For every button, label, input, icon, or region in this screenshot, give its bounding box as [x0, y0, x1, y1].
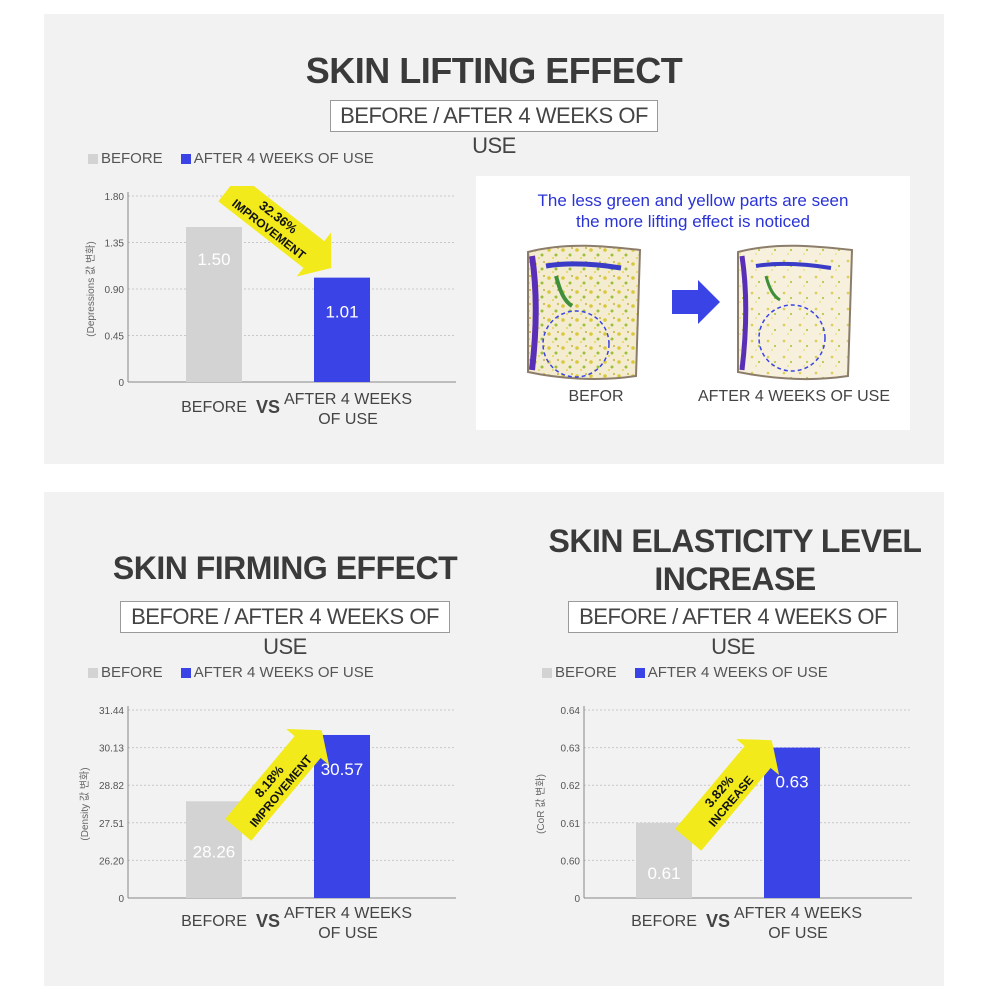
bar-after [764, 747, 820, 898]
firming-legend: BEFORE AFTER 4 WEEKS OF USE [88, 664, 392, 681]
bar-after [314, 734, 370, 898]
arrow-shape [675, 739, 780, 851]
bar-before [636, 822, 692, 898]
before-scan-image [527, 244, 642, 380]
y-axis-label: (Density 값 변화) [79, 767, 91, 840]
legend-before-swatch [542, 667, 552, 678]
y-tick-label: 0.61 [561, 819, 581, 830]
bar-after-value-label: 30.57 [321, 760, 364, 779]
vs-label: VS [256, 397, 280, 417]
y-tick-label: 26.20 [99, 856, 124, 867]
arrow-shape [218, 186, 332, 277]
bar-after-value-label: 1.01 [325, 303, 358, 322]
x-category-after-line1: AFTER 4 WEEKS [284, 391, 412, 408]
legend-after-swatch [180, 153, 191, 164]
vs-label: VS [706, 911, 730, 931]
y-tick-label: 0.90 [105, 285, 125, 296]
lifting-photo-comparison: The less green and yellow parts are seen… [476, 176, 910, 430]
y-tick-label: 1.35 [105, 239, 125, 250]
y-tick-label: 0 [574, 894, 580, 905]
y-tick-label: 31.44 [99, 706, 124, 717]
legend-before-label: BEFORE [101, 150, 163, 167]
y-tick-label: 1.80 [105, 192, 125, 203]
elasticity-legend: BEFORE AFTER 4 WEEKS OF USE [542, 664, 846, 681]
x-category-before: BEFORE [631, 913, 697, 930]
skin-scan-images [527, 244, 854, 380]
firming-subtitle: BEFORE / AFTER 4 WEEKS OF USE [120, 601, 450, 659]
after-image-label: AFTER 4 WEEKS OF USE [697, 388, 891, 405]
elasticity-chart: (CoR 값 변화)00.600.610.620.630.640.610.633… [535, 706, 912, 942]
bar-before [186, 227, 242, 382]
lifting-subtitle: BEFORE / AFTER 4 WEEKS OF USE [330, 100, 658, 158]
elasticity-title-line1: SKIN ELASTICITY LEVEL [548, 523, 922, 559]
legend-before-label: BEFORE [555, 664, 617, 681]
x-category-after-line2: OF USE [318, 411, 378, 428]
firming-title: SKIN FIRMING EFFECT [112, 550, 458, 586]
lifting-title: SKIN LIFTING EFFECT [305, 50, 683, 91]
y-tick-label: 27.51 [99, 819, 124, 830]
elasticity-subtitle: BEFORE / AFTER 4 WEEKS OF USE [568, 601, 898, 659]
y-tick-label: 0.63 [561, 744, 581, 755]
y-tick-label: 0.62 [561, 781, 581, 792]
right-arrow-icon [672, 280, 720, 324]
y-tick-label: 30.13 [99, 744, 124, 755]
x-category-after-line1: AFTER 4 WEEKS [284, 905, 412, 922]
firming-elasticity-panel [44, 492, 944, 986]
arrow-shape [225, 729, 330, 841]
after-scan-image [737, 244, 854, 380]
elasticity-title: SKIN ELASTICITY LEVEL INCREASE [540, 522, 930, 598]
legend-after-swatch [634, 667, 645, 678]
bar-before-value-label: 28.26 [193, 842, 236, 861]
y-tick-label: 0.45 [105, 332, 125, 343]
y-tick-label: 0 [118, 378, 124, 389]
y-tick-label: 0.60 [561, 856, 581, 867]
y-tick-label: 0.64 [561, 706, 581, 717]
vs-label: VS [256, 911, 280, 931]
x-category-after-line2: OF USE [318, 925, 378, 942]
elasticity-title-line2: INCREASE [654, 561, 816, 597]
lifting-legend: BEFORE AFTER 4 WEEKS OF USE [88, 150, 392, 167]
legend-after-label: AFTER 4 WEEKS OF USE [193, 150, 374, 167]
x-category-before: BEFORE [181, 913, 247, 930]
x-category-before: BEFORE [181, 399, 247, 416]
legend-before-swatch [88, 153, 98, 164]
lifting-chart: (Depressions 값 변화) 0 0.45 0.90 1.35 1.80 1.50 1… [85, 186, 456, 428]
legend-before-swatch [88, 667, 98, 678]
bar-before-value-label: 0.61 [647, 864, 680, 883]
bar-before-value-label: 1.50 [197, 250, 230, 269]
y-axis-label: (Depressions 값 변화) [85, 241, 97, 336]
x-category-after-line2: OF USE [768, 925, 828, 942]
firming-chart: (Density 값 변화) 0 26.20 27.51 28.82 30.13 31.44… [79, 706, 456, 942]
y-axis-label: (CoR 값 변화) [535, 774, 547, 834]
bar-after [314, 277, 370, 382]
legend-before-label: BEFORE [101, 664, 163, 681]
photo-caption-line1: The less green and yellow parts are seen [537, 191, 849, 210]
photo-caption-line2: the more lifting effect is noticed [575, 212, 811, 231]
before-image-label: BEFOR [568, 388, 624, 405]
x-category-after-line1: AFTER 4 WEEKS [734, 905, 862, 922]
y-tick-label: 28.82 [99, 781, 124, 792]
legend-after-label: AFTER 4 WEEKS OF USE [193, 664, 374, 681]
photo-caption: The less green and yellow parts are seen… [476, 190, 910, 232]
bar-after-value-label: 0.63 [775, 773, 808, 792]
y-tick-label: 0 [118, 894, 124, 905]
legend-after-label: AFTER 4 WEEKS OF USE [647, 664, 828, 681]
legend-after-swatch [180, 667, 191, 678]
